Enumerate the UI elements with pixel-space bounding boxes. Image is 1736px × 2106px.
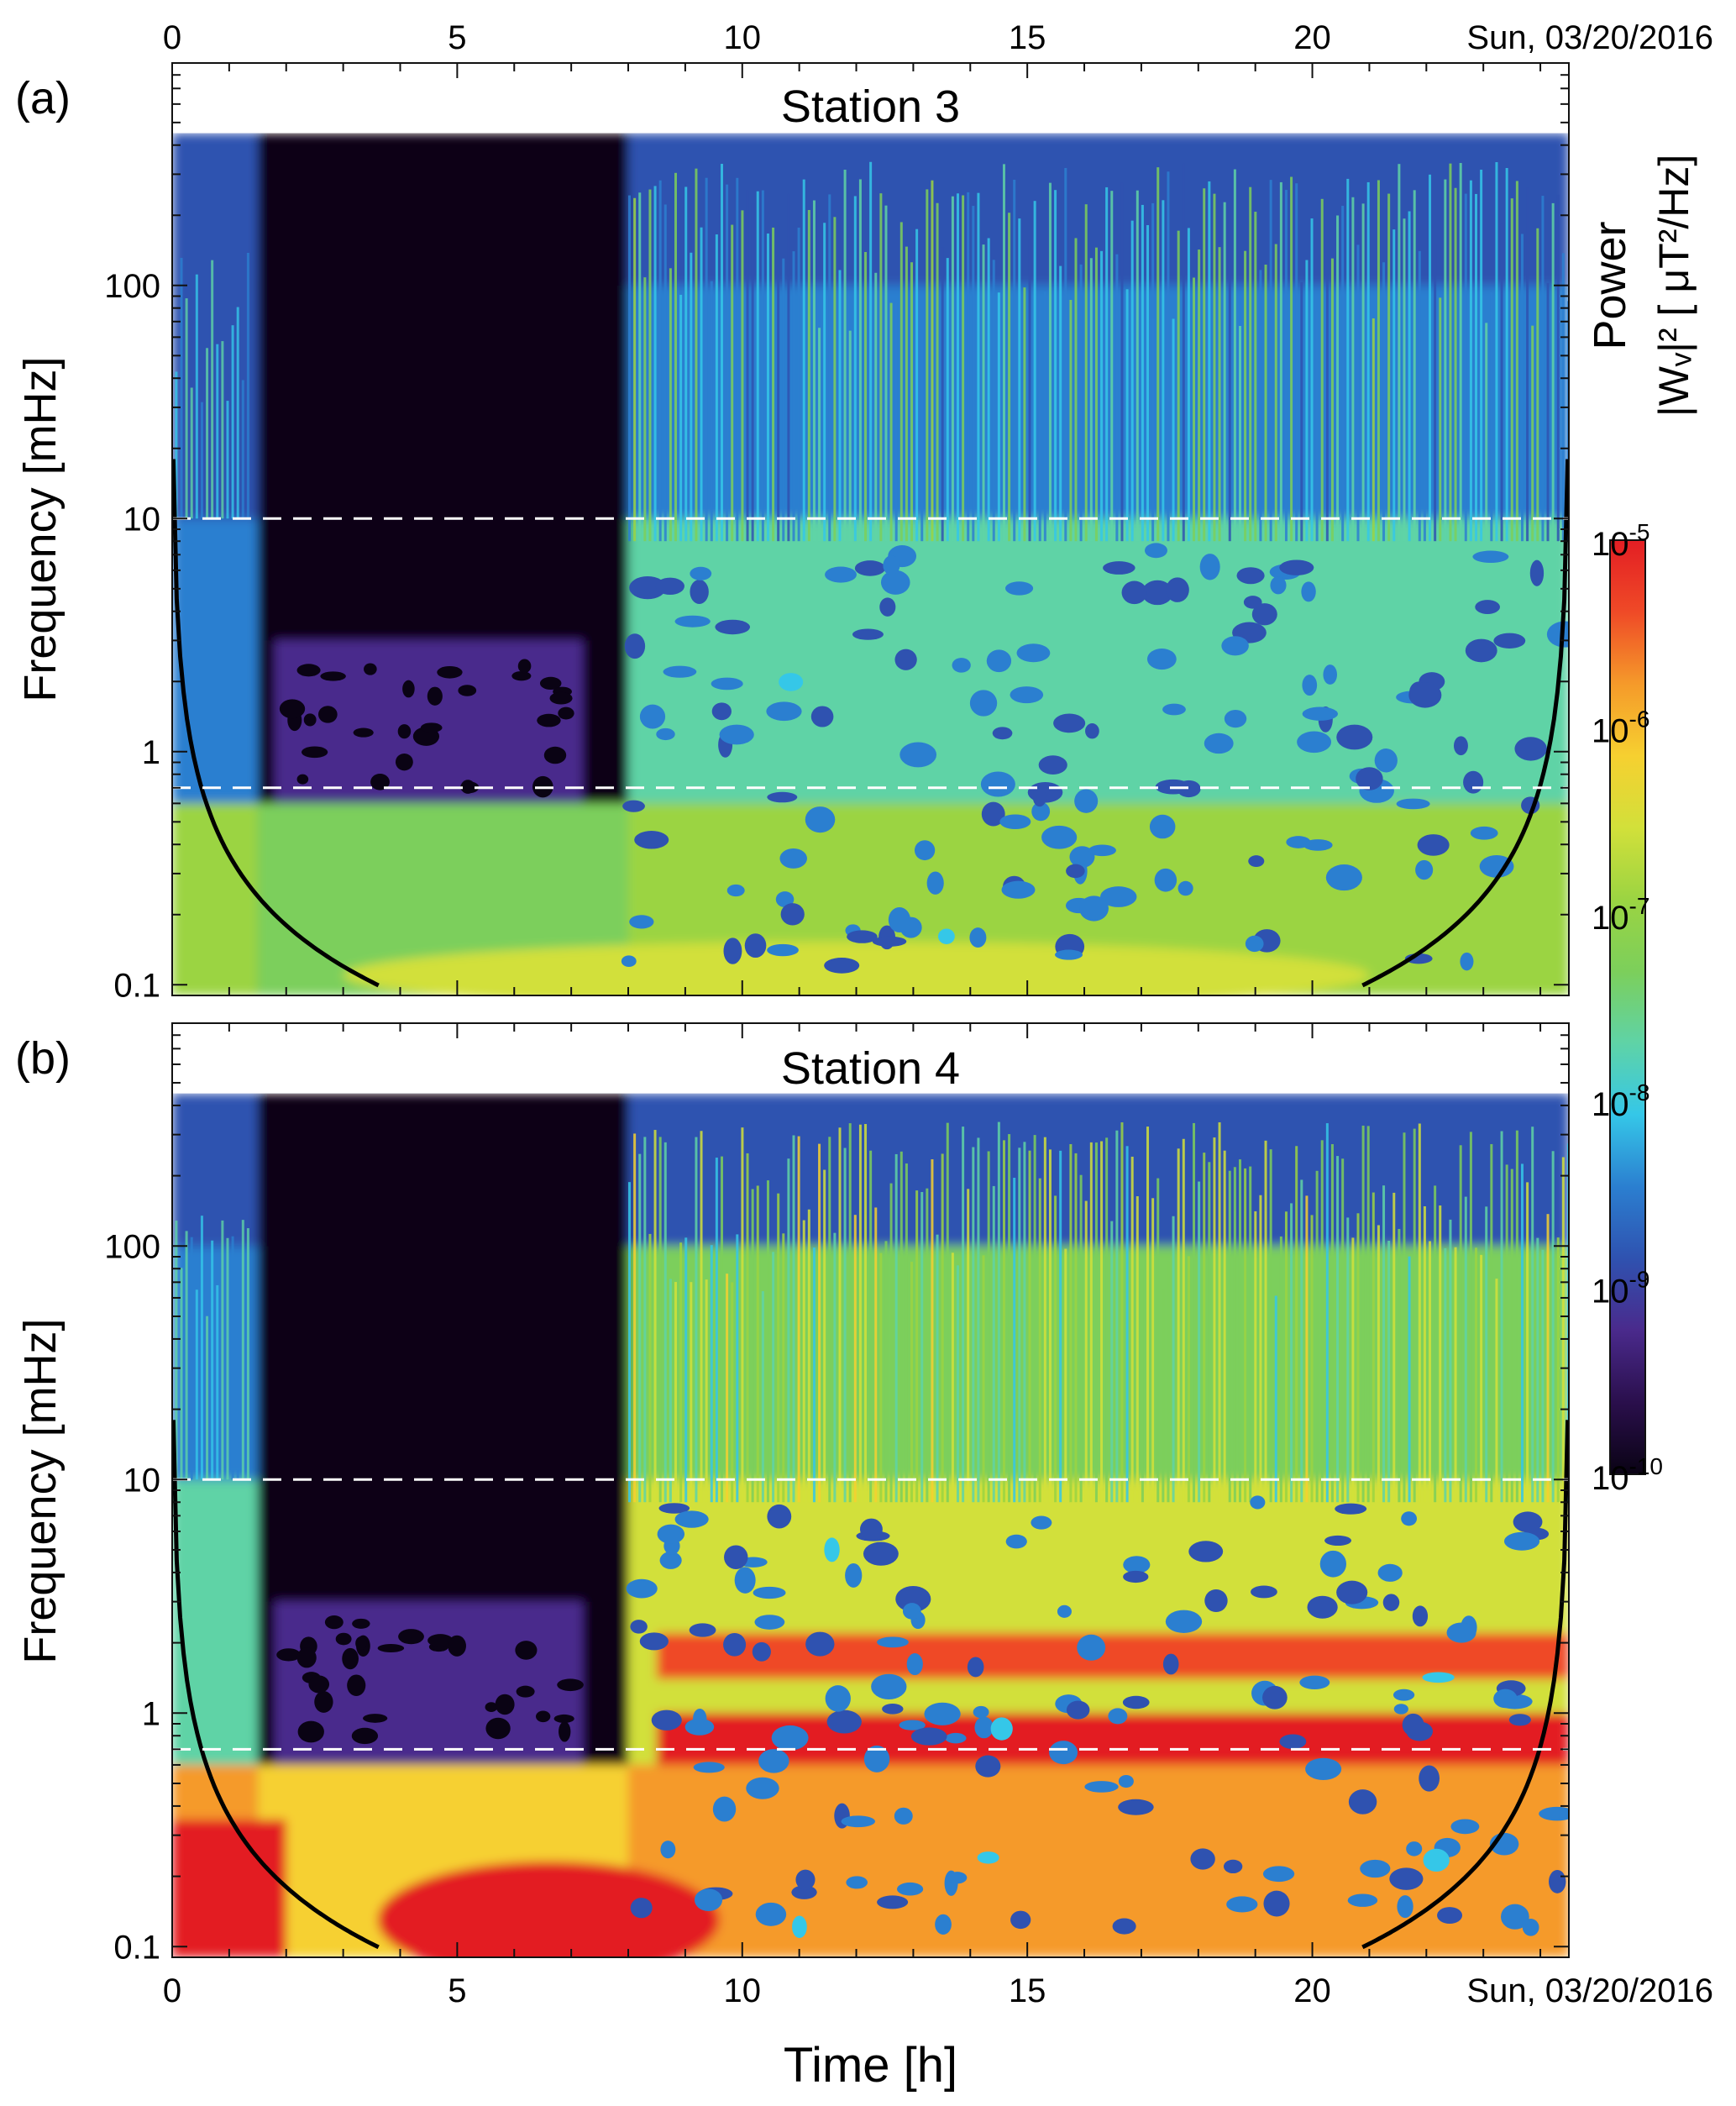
panel-a-spectrogram <box>172 133 1569 996</box>
panel-a: (a) Station 3 0.1 1 10 100 0 5 10 15 20 Frequenc… <box>15 19 1713 1004</box>
date-label-top: Sun, 03/20/2016 <box>1466 19 1713 56</box>
x-axis-label: Time [h] <box>784 2038 957 2093</box>
date-label-bottom: Sun, 03/20/2016 <box>1466 1972 1713 2009</box>
panel-b: (b) Station 4 0.1 1 10 100 0 5 10 15 20 Frequenc… <box>15 1022 1713 2009</box>
x-tick-label: 5 <box>448 1972 466 2009</box>
x-tick-label: 0 <box>163 1972 181 2009</box>
y-tick-label: 100 <box>104 1228 160 1265</box>
panel-a-title: Station 3 <box>781 81 960 132</box>
colorbar-tick-label: 10-10 <box>1592 1453 1663 1497</box>
panel-b-ylabel: Frequency [mHz] <box>15 1318 66 1663</box>
panel-a-letter: (a) <box>15 73 71 123</box>
y-tick-label: 0.1 <box>113 1929 160 1966</box>
colorbar-tick-label: 10-9 <box>1592 1267 1649 1310</box>
panel-a-axes: 0.1 1 10 100 0 5 10 15 20 <box>104 19 1569 1004</box>
y-tick-label: 1 <box>142 734 160 771</box>
panel-b-letter: (b) <box>15 1033 71 1084</box>
colorbar-tick-label: 10-8 <box>1592 1079 1649 1123</box>
colorbar-tick-label: 10-6 <box>1592 706 1649 749</box>
colorbar-gradient <box>1609 539 1646 1475</box>
y-tick-label: 10 <box>123 1462 161 1499</box>
colorbar-tick-label: 10-5 <box>1592 519 1649 563</box>
y-tick-label: 0.1 <box>113 967 160 1004</box>
panel-b-axes: 0.1 1 10 100 0 5 10 15 20 <box>104 1022 1569 2009</box>
colorbar: 10-5 10-6 10-7 10-8 10-9 10-10 Power |Wᵥ|² [ … <box>1585 155 1697 1497</box>
cone-of-influence-left <box>172 459 380 988</box>
x-tick-label: 15 <box>1009 1972 1046 2009</box>
x-tick-label: 0 <box>163 19 181 56</box>
x-tick-label: 15 <box>1009 19 1046 56</box>
cone-of-influence-left <box>172 1420 380 1950</box>
y-tick-label: 100 <box>104 268 160 305</box>
x-tick-label: 5 <box>448 19 466 56</box>
panel-a-ylabel: Frequency [mHz] <box>15 356 66 701</box>
x-tick-label: 10 <box>724 19 762 56</box>
colorbar-tick-label: 10-7 <box>1592 893 1649 937</box>
cone-of-influence-right <box>1361 1420 1569 1950</box>
x-tick-label: 20 <box>1293 1972 1331 2009</box>
colorbar-ticks: 10-5 10-6 10-7 10-8 10-9 10-10 <box>1592 519 1663 1497</box>
x-tick-label: 10 <box>724 1972 762 2009</box>
y-tick-label: 1 <box>142 1695 160 1732</box>
cone-of-influence-right <box>1361 459 1569 988</box>
panel-b-title: Station 4 <box>781 1043 960 1094</box>
panel-b-spectrogram <box>172 1093 1569 1957</box>
x-tick-label: 20 <box>1293 19 1331 56</box>
y-tick-label: 10 <box>123 501 161 538</box>
colorbar-label-power: Power <box>1585 221 1635 349</box>
colorbar-label-units: |Wᵥ|² [ μT²/Hz] <box>1650 155 1697 417</box>
